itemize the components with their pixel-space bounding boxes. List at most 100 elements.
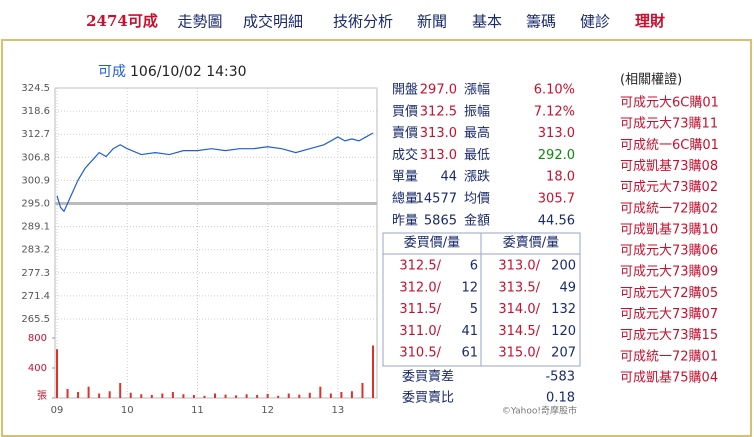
book-cell: 310.5/: [399, 346, 441, 361]
volume-bar: [171, 392, 174, 398]
warrant-link[interactable]: 可成凱基73購08: [620, 159, 718, 174]
volume-bar: [308, 392, 311, 398]
quote-label: 賣價: [392, 126, 418, 141]
volume-bar: [245, 394, 248, 398]
volume-bar: [140, 394, 143, 398]
y-tick-label: 289.1: [21, 222, 50, 233]
warrant-link[interactable]: 可成統一6C購01: [620, 138, 719, 153]
quote-label: 昨量: [392, 213, 418, 228]
quote-value: 312.5: [420, 104, 457, 119]
book-cell: 200: [551, 259, 576, 274]
warrant-link[interactable]: 可成統一72購02: [620, 201, 718, 216]
book-header: 委買價/量: [404, 236, 460, 251]
warrant-link[interactable]: 可成元大73購11: [620, 117, 718, 132]
quote-value: 313.0: [420, 148, 457, 163]
volume-bar: [161, 393, 164, 398]
volume-bar: [77, 392, 80, 398]
nav-tab[interactable]: 新聞: [417, 13, 447, 31]
volume-bar: [277, 395, 280, 398]
warrant-link[interactable]: 可成凱基75購04: [620, 370, 718, 385]
volume-tick-label: 張: [37, 390, 47, 402]
volume-tick-label: 400: [28, 363, 47, 374]
nav-tab[interactable]: 籌碼: [526, 13, 556, 31]
nav-tab[interactable]: 走勢圖: [177, 13, 222, 31]
warrant-link[interactable]: 可成元大73購07: [620, 307, 718, 322]
nav-tab[interactable]: 健診: [580, 13, 610, 31]
quote-label: 漲幅: [464, 83, 490, 98]
y-tick-label: 324.5: [21, 83, 50, 94]
nav-tab[interactable]: 成交明細: [243, 13, 303, 31]
volume-tick-label: 800: [28, 333, 47, 344]
book-cell: 314.5/: [498, 324, 540, 339]
book-header: 委賣價/量: [503, 236, 559, 251]
book-cell: 313.0/: [498, 259, 540, 274]
book-cell: 311.0/: [399, 324, 441, 339]
quote-value: 6.10%: [534, 83, 575, 98]
y-tick-label: 318.6: [21, 106, 50, 117]
book-cell: 312.0/: [399, 280, 441, 295]
x-tick-label: 10: [121, 405, 134, 416]
volume-bar: [182, 394, 185, 398]
quote-label: 均價: [464, 192, 490, 207]
quote-label: 最低: [464, 148, 490, 163]
book-cell: 314.0/: [498, 302, 540, 317]
quote-label: 最高: [464, 125, 490, 141]
quote-label: 漲跌: [464, 169, 490, 185]
source: ©Yahoo!奇摩股市: [502, 405, 577, 417]
quote-label: 振幅: [464, 104, 490, 119]
quote-value: 313.0: [538, 126, 575, 141]
warrant-link[interactable]: 可成凱基73購10: [620, 222, 718, 237]
x-tick-label: 11: [191, 405, 204, 416]
volume-bar: [361, 383, 364, 398]
chart-name: 可成: [98, 64, 126, 80]
warrant-link[interactable]: 可成元大73購06: [620, 244, 718, 259]
book-cell: 315.0/: [498, 346, 540, 361]
warrant-link[interactable]: 可成元大73購02: [620, 180, 718, 195]
y-tick-label: 312.7: [21, 129, 50, 140]
quote-label: 買價: [392, 104, 418, 119]
quote-value: 44: [440, 170, 457, 185]
book-cell: 312.5/: [399, 259, 441, 274]
quote-value: 14577: [416, 192, 457, 207]
volume-bar: [66, 389, 69, 398]
warrant-link[interactable]: 可成元大72購05: [620, 286, 718, 301]
volume-bar: [119, 383, 122, 398]
summary-label: 委買賣比: [402, 391, 454, 406]
warrant-link[interactable]: 可成元大6C購01: [620, 96, 719, 111]
summary-value: -583: [545, 370, 575, 385]
y-tick-label: 295.0: [21, 199, 50, 210]
nav-tab[interactable]: 2474可成: [86, 12, 158, 30]
quote-label: 單量: [392, 170, 418, 185]
y-tick-label: 300.9: [21, 175, 50, 186]
book-cell: 120: [551, 324, 576, 339]
y-tick-label: 277.3: [21, 268, 50, 279]
x-tick-label: 12: [261, 405, 274, 416]
quote-value: 5865: [424, 213, 457, 228]
y-tick-label: 271.4: [21, 291, 50, 302]
nav-tab[interactable]: 理財: [635, 12, 665, 30]
nav-tab[interactable]: 技術分析: [333, 13, 393, 31]
volume-bar: [98, 393, 101, 398]
volume-bar: [224, 394, 227, 398]
book-cell: 132: [551, 302, 576, 317]
quote-label: 開盤: [392, 83, 418, 98]
volume-bar: [329, 393, 332, 398]
quote-value: 297.0: [420, 83, 457, 98]
warrant-link[interactable]: 可成統一72購01: [620, 349, 718, 364]
volume-bar: [287, 393, 290, 398]
volume-bar: [129, 392, 132, 398]
book-cell: 313.5/: [498, 280, 540, 295]
y-tick-label: 265.5: [21, 314, 50, 325]
warrant-link[interactable]: 可成元大73購09: [620, 265, 718, 280]
summary-label: 委買賣差: [402, 370, 454, 385]
volume-bar: [350, 391, 353, 398]
warrant-link[interactable]: 可成元大73購15: [620, 328, 718, 343]
main-frame: [1, 39, 752, 437]
nav-tab[interactable]: 基本: [472, 13, 502, 31]
volume-bar: [372, 345, 374, 398]
book-cell: 5: [470, 302, 478, 317]
volume-bar: [319, 386, 322, 398]
quote-label: 總量: [392, 191, 418, 207]
quote-value: 305.7: [538, 192, 575, 207]
